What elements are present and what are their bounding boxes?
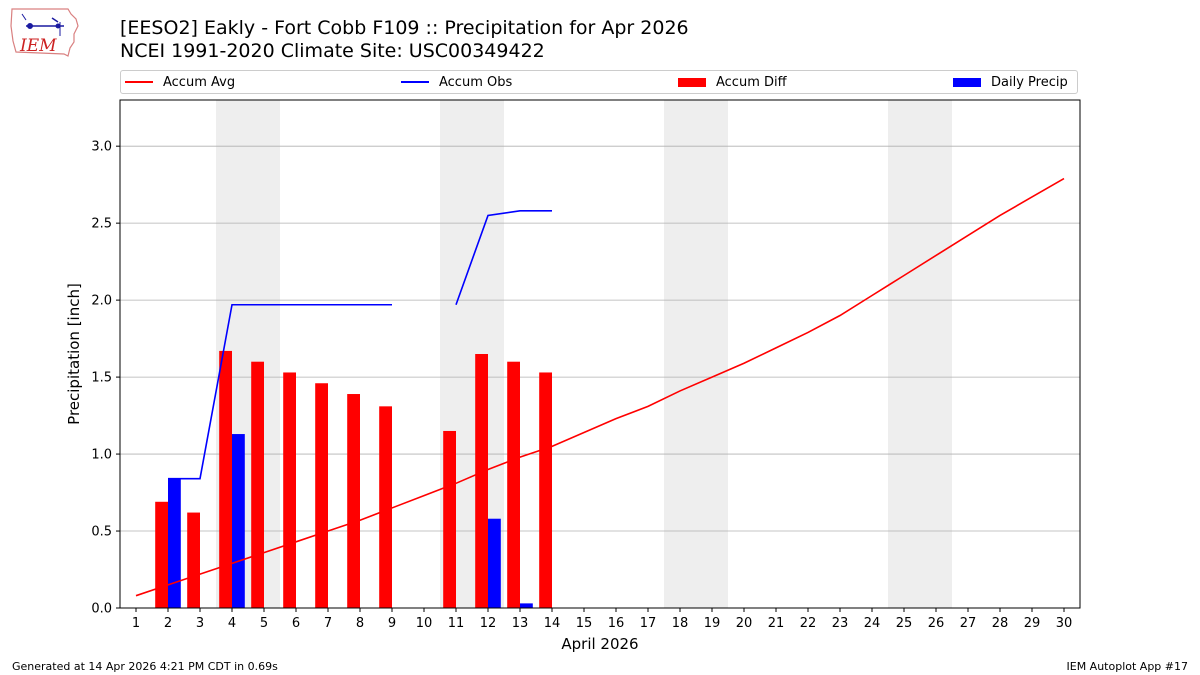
logo-text: IEM	[19, 36, 57, 56]
x-tick-label: 15	[576, 616, 593, 631]
x-tick-label: 21	[768, 616, 785, 631]
weekend-shading	[888, 100, 952, 608]
legend-label: Accum Diff	[716, 74, 787, 90]
bar-accum-diff	[155, 501, 168, 608]
chart-subtitle: NCEI 1991-2020 Climate Site: USC00349422	[120, 40, 545, 62]
y-tick-label: 1.5	[91, 371, 112, 386]
iowa-outline-shape	[10, 8, 79, 57]
weekend-shading	[664, 100, 728, 608]
legend-item-accum-obs: Accum Obs	[401, 71, 512, 93]
x-tick-label: 24	[864, 616, 881, 631]
bar-daily-precip	[168, 478, 181, 608]
x-tick-label: 20	[736, 616, 753, 631]
legend-item-accum-diff: Accum Diff	[678, 71, 787, 93]
legend-label: Accum Obs	[439, 74, 513, 90]
bar-accum-diff	[347, 394, 360, 608]
legend: Accum Avg Accum Obs Accum Diff Daily Pre…	[120, 70, 1078, 94]
bar-accum-diff	[219, 350, 232, 608]
legend-label: Daily Precip	[991, 74, 1068, 90]
x-tick-label: 28	[992, 616, 1009, 631]
x-tick-label: 22	[800, 616, 817, 631]
x-tick-label: 4	[228, 616, 236, 631]
bar-accum-diff	[283, 372, 296, 608]
bar-accum-diff	[379, 406, 392, 608]
y-tick-label: 0.0	[91, 602, 112, 617]
legend-swatch	[953, 77, 981, 87]
bar-accum-diff	[251, 361, 264, 608]
x-tick-label: 11	[448, 616, 465, 631]
x-tick-label: 27	[960, 616, 977, 631]
iem-logo: IEM	[10, 8, 79, 57]
line-accum-obs	[168, 303, 392, 480]
x-tick-label: 13	[512, 616, 529, 631]
legend-item-accum-avg: Accum Avg	[125, 71, 235, 93]
bar-accum-diff	[475, 354, 488, 608]
weather-station-icon	[21, 13, 64, 36]
y-axis-label: Precipitation [inch]	[65, 283, 83, 425]
chart-title: [EESO2] Eakly - Fort Cobb F109 :: Precip…	[120, 17, 689, 39]
x-tick-label: 30	[1056, 616, 1073, 631]
x-tick-label: 5	[260, 616, 268, 631]
x-tick-label: 29	[1024, 616, 1041, 631]
x-tick-label: 8	[356, 616, 364, 631]
footer-generated-text: Generated at 14 Apr 2026 4:21 PM CDT in …	[12, 660, 278, 673]
x-axis-label: April 2026	[561, 635, 638, 653]
y-tick-label: 3.0	[91, 140, 112, 155]
x-tick-label: 12	[480, 616, 497, 631]
x-tick-label: 6	[292, 616, 300, 631]
x-tick-label: 1	[132, 616, 140, 631]
legend-swatch	[125, 81, 153, 83]
legend-label: Accum Avg	[163, 74, 236, 90]
bar-daily-precip	[232, 434, 245, 608]
bar-daily-precip	[520, 603, 533, 608]
x-tick-label: 2	[164, 616, 172, 631]
x-tick-label: 25	[896, 616, 913, 631]
y-tick-label: 2.0	[91, 294, 112, 309]
y-tick-label: 0.5	[91, 525, 112, 540]
legend-swatch	[678, 77, 706, 87]
footer-app-text: IEM Autoplot App #17	[1066, 660, 1189, 673]
bar-accum-diff	[507, 361, 520, 608]
x-tick-label: 16	[608, 616, 625, 631]
x-tick-label: 19	[704, 616, 721, 631]
x-tick-label: 10	[416, 616, 433, 631]
bar-accum-diff	[539, 372, 552, 608]
x-tick-label: 3	[196, 616, 204, 631]
legend-item-daily-precip: Daily Precip	[953, 71, 1068, 93]
x-tick-label: 9	[388, 616, 396, 631]
line-accum-avg	[135, 177, 1065, 597]
bar-daily-precip	[488, 518, 501, 608]
x-tick-label: 7	[324, 616, 332, 631]
x-tick-label: 17	[640, 616, 657, 631]
line-accum-obs	[455, 210, 552, 306]
x-tick-label: 26	[928, 616, 945, 631]
bar-accum-diff	[187, 512, 200, 608]
x-tick-label: 23	[832, 616, 849, 631]
bar-accum-diff	[315, 383, 328, 608]
bar-accum-diff	[443, 430, 456, 608]
x-tick-label: 14	[544, 616, 561, 631]
y-tick-label: 1.0	[91, 448, 112, 463]
plot-frame	[119, 99, 1081, 609]
legend-swatch	[401, 81, 429, 83]
y-tick-label: 2.5	[91, 217, 112, 232]
x-tick-label: 18	[672, 616, 689, 631]
